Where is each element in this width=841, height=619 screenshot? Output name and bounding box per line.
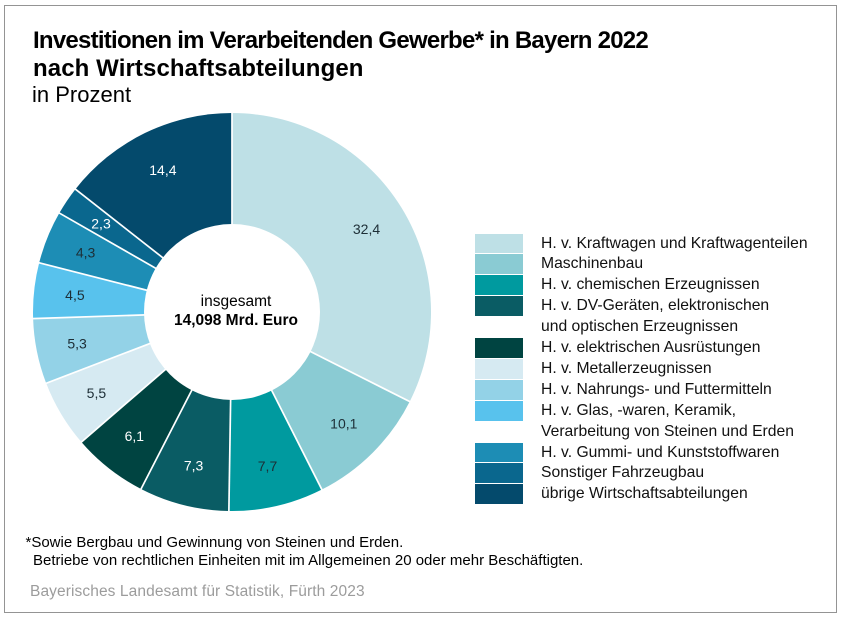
svg-text:32,4: 32,4 [353,221,380,237]
svg-text:10,1: 10,1 [330,416,357,432]
svg-text:14,4: 14,4 [149,162,176,178]
svg-text:7,7: 7,7 [258,458,278,474]
svg-text:5,3: 5,3 [67,335,87,351]
svg-text:5,5: 5,5 [87,385,107,401]
svg-text:2,3: 2,3 [91,216,111,232]
svg-text:7,3: 7,3 [184,457,204,473]
svg-text:4,5: 4,5 [65,287,85,303]
svg-text:6,1: 6,1 [125,428,145,444]
svg-text:4,3: 4,3 [76,245,96,261]
